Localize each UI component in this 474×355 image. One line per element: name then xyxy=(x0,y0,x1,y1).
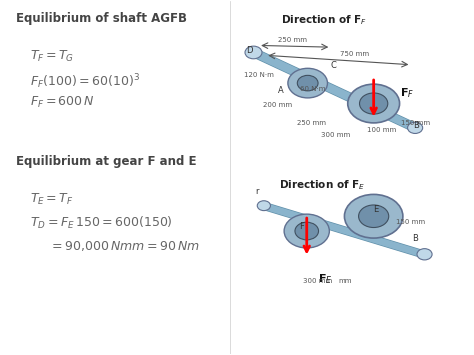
Text: 750 mm: 750 mm xyxy=(340,51,369,57)
Text: $F_F = 600\,N$: $F_F = 600\,N$ xyxy=(30,95,94,110)
Text: 250 mm: 250 mm xyxy=(278,37,307,43)
Text: r: r xyxy=(255,187,258,196)
Text: Equilibrium of shaft AGFB: Equilibrium of shaft AGFB xyxy=(16,12,187,25)
Text: D: D xyxy=(246,46,253,55)
Circle shape xyxy=(257,201,271,211)
Text: $F_{F}(100) = 60(10)^3$: $F_{F}(100) = 60(10)^3$ xyxy=(30,72,140,91)
Text: 150 mm: 150 mm xyxy=(396,219,425,224)
Text: F: F xyxy=(299,222,303,231)
Circle shape xyxy=(297,75,318,91)
Text: $\mathbf{F}_E$: $\mathbf{F}_E$ xyxy=(318,272,333,286)
Text: 300 mm: 300 mm xyxy=(321,132,350,137)
Text: $T_D = F_E\,150 = 600(150)$: $T_D = F_E\,150 = 600(150)$ xyxy=(30,214,173,231)
Text: 120 N·m: 120 N·m xyxy=(244,72,274,78)
Circle shape xyxy=(245,46,262,59)
Text: 250 mm: 250 mm xyxy=(297,120,326,126)
Text: $\mathbf{F}_F$: $\mathbf{F}_F$ xyxy=(400,86,414,100)
Circle shape xyxy=(295,222,319,240)
Text: 300 mm: 300 mm xyxy=(303,278,332,284)
Text: 100 mm: 100 mm xyxy=(366,127,396,133)
FancyBboxPatch shape xyxy=(232,9,468,167)
Circle shape xyxy=(284,214,329,248)
Text: $= 90{,}000\,Nmm = 90\,Nm$: $= 90{,}000\,Nmm = 90\,Nm$ xyxy=(48,239,199,253)
Text: Direction of $\mathbf{F}_F$: Direction of $\mathbf{F}_F$ xyxy=(281,13,367,27)
Text: 60 N·m: 60 N·m xyxy=(300,86,325,92)
Circle shape xyxy=(288,68,328,98)
Text: B: B xyxy=(413,121,419,130)
Circle shape xyxy=(348,84,400,123)
Text: $T_F = T_G$: $T_F = T_G$ xyxy=(30,49,74,64)
Circle shape xyxy=(345,195,403,238)
FancyBboxPatch shape xyxy=(232,181,468,346)
Text: E: E xyxy=(373,205,378,214)
Circle shape xyxy=(358,205,389,228)
Text: Direction of $\mathbf{F}_E$: Direction of $\mathbf{F}_E$ xyxy=(279,178,365,192)
Text: A: A xyxy=(278,86,284,95)
Circle shape xyxy=(359,93,388,114)
Circle shape xyxy=(408,122,423,133)
Text: B: B xyxy=(412,234,418,243)
Text: 200 mm: 200 mm xyxy=(263,102,292,108)
Circle shape xyxy=(417,248,432,260)
Text: $T_E = T_F$: $T_E = T_F$ xyxy=(30,192,73,207)
Text: Equilibrium at gear F and E: Equilibrium at gear F and E xyxy=(16,155,196,168)
Text: mm: mm xyxy=(338,278,352,284)
Text: C: C xyxy=(331,61,337,70)
Text: 150 mm: 150 mm xyxy=(401,120,430,126)
